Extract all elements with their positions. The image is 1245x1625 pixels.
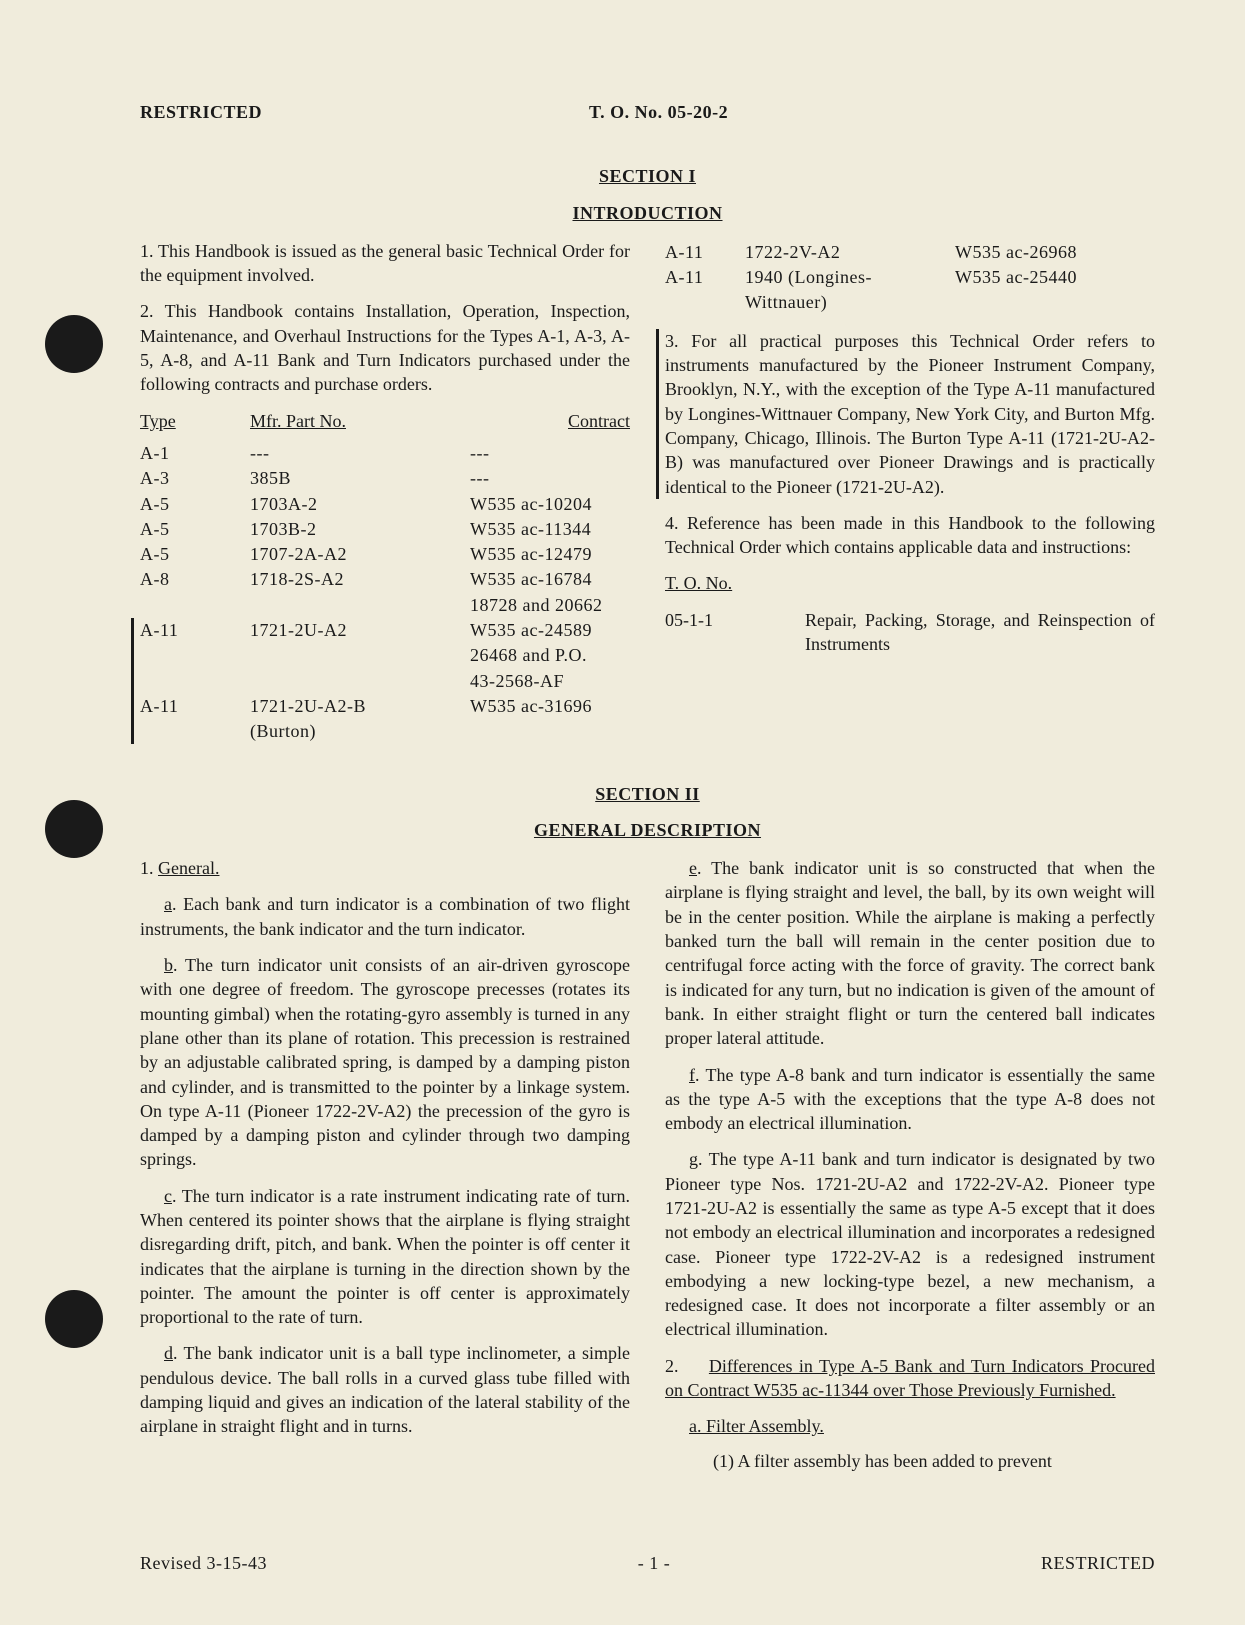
section-1-title: SECTION I: [140, 164, 1155, 188]
section-2-left-col: 1. General. a. Each bank and turn indica…: [140, 856, 630, 1485]
s2-sub1: (1) A filter assembly has been added to …: [713, 1449, 1155, 1473]
s2-c: c. The turn indicator is a rate instrume…: [140, 1184, 630, 1330]
para-1: 1. This Handbook is issued as the genera…: [140, 239, 630, 288]
right-table: A-111722-2V-A2W535 ac-26968 A-111940 (Lo…: [665, 240, 1155, 315]
to-number: T. O. No. 05-20-2: [589, 100, 728, 124]
s2-general: 1. General.: [140, 856, 630, 880]
s2-f: f. The type A-8 bank and turn indicator …: [665, 1063, 1155, 1136]
to-label: T. O. No.: [665, 571, 1155, 595]
table-row: (Burton): [140, 719, 630, 743]
table-row: A-111940 (Longines-W535 ac-25440: [665, 265, 1155, 289]
section-1-right-col: A-111722-2V-A2W535 ac-26968 A-111940 (Lo…: [665, 239, 1155, 754]
section-1-columns: 1. This Handbook is issued as the genera…: [140, 239, 1155, 754]
section-1-left-col: 1. This Handbook is issued as the genera…: [140, 239, 630, 754]
s2-a: a. Each bank and turn indicator is a com…: [140, 892, 630, 941]
contracts-table: Type Mfr. Part No. Contract A-1------ A-…: [140, 409, 630, 744]
revision-bar: A-111721-2U-A2W535 ac-24589 26468 and P.…: [131, 618, 630, 743]
section-1-subtitle: INTRODUCTION: [140, 201, 1155, 225]
table-row: Wittnauer): [665, 290, 1155, 314]
table-row: A-81718-2S-A2W535 ac-16784: [140, 567, 630, 591]
s2-d: d. The bank indicator unit is a ball typ…: [140, 1341, 630, 1438]
document-page: RESTRICTED T. O. No. 05-20-2 SECTION I I…: [0, 0, 1245, 1625]
table-header-row: Type Mfr. Part No. Contract: [140, 409, 630, 433]
page-header: RESTRICTED T. O. No. 05-20-2: [140, 100, 1155, 124]
s2-e: e. The bank indicator unit is so constru…: [665, 856, 1155, 1050]
table-row: A-1------: [140, 441, 630, 465]
page-footer: Revised 3-15-43 - 1 - RESTRICTED: [140, 1551, 1155, 1575]
section-2-columns: 1. General. a. Each bank and turn indica…: [140, 856, 1155, 1485]
s2-diff-heading: 2. Differences in Type A-5 Bank and Turn…: [665, 1354, 1155, 1403]
table-row: A-51707-2A-A2W535 ac-12479: [140, 542, 630, 566]
table-row: A-51703A-2W535 ac-10204: [140, 492, 630, 516]
s2-g: g. The type A-11 bank and turn indicator…: [665, 1147, 1155, 1341]
table-row: A-111721-2U-A2-BW535 ac-31696: [140, 694, 630, 718]
section-2-right-col: e. The bank indicator unit is so constru…: [665, 856, 1155, 1485]
table-row: A-111721-2U-A2W535 ac-24589: [140, 618, 630, 642]
th-type: Type: [140, 409, 250, 433]
classification-header: RESTRICTED: [140, 100, 262, 124]
para-2: 2. This Handbook contains Installation, …: [140, 299, 630, 396]
table-row: 18728 and 20662: [140, 593, 630, 617]
binder-hole: [45, 1290, 103, 1348]
para-3: 3. For all practical purposes this Techn…: [665, 329, 1155, 499]
classification-footer: RESTRICTED: [1041, 1551, 1155, 1575]
th-part: Mfr. Part No.: [250, 409, 440, 433]
to-reference: 05-1-1 Repair, Packing, Storage, and Rei…: [665, 608, 1155, 657]
table-row: 26468 and P.O.: [140, 643, 630, 667]
s2-b: b. The turn indicator unit consists of a…: [140, 953, 630, 1172]
table-row: A-111722-2V-A2W535 ac-26968: [665, 240, 1155, 264]
section-2-title: SECTION II: [140, 782, 1155, 806]
table-row: A-51703B-2W535 ac-11344: [140, 517, 630, 541]
section-2-subtitle: GENERAL DESCRIPTION: [140, 818, 1155, 842]
para-4: 4. Reference has been made in this Handb…: [665, 511, 1155, 560]
page-number: - 1 -: [638, 1551, 671, 1575]
table-row: A-3385B---: [140, 466, 630, 490]
s2-filter-heading: a. Filter Assembly.: [689, 1414, 1155, 1438]
binder-hole: [45, 315, 103, 373]
th-contract: Contract: [440, 409, 630, 433]
revised-date: Revised 3-15-43: [140, 1551, 267, 1575]
binder-hole: [45, 800, 103, 858]
table-row: 43-2568-AF: [140, 669, 630, 693]
revision-bar: 3. For all practical purposes this Techn…: [656, 329, 1155, 499]
